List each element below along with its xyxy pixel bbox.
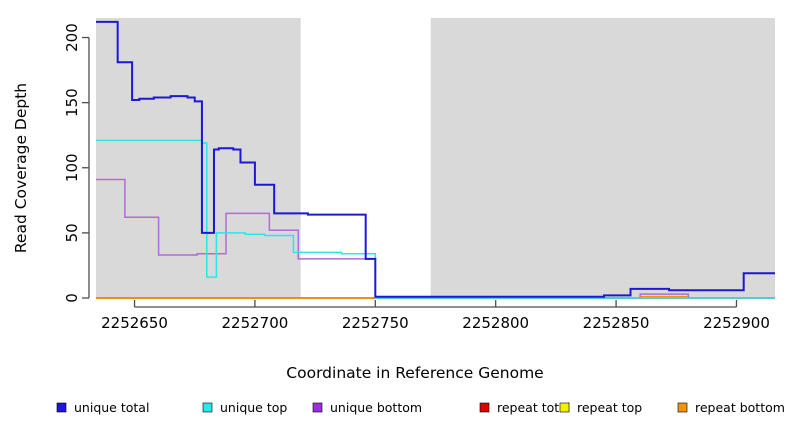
y-tick-label: 150 <box>63 88 81 117</box>
shaded-regions-group <box>96 18 775 298</box>
shaded-region <box>96 18 301 298</box>
legend-swatch <box>312 402 323 413</box>
legend-label: repeat total <box>497 400 570 415</box>
x-tick-labels: 2252650 2252700 2252750 2252800 2252850 22529… <box>101 314 770 332</box>
legend-swatch <box>677 402 688 413</box>
series-line-unique-total <box>96 20 775 298</box>
x-tick-label: 2252800 <box>462 314 529 332</box>
series-group <box>96 20 775 299</box>
y-tick-labels: 0 50 100 150 200 <box>63 23 81 303</box>
y-tick-label: 0 <box>63 293 81 303</box>
x-tick-label: 2252850 <box>583 314 650 332</box>
legend-swatch <box>56 402 67 413</box>
y-tick-label: 100 <box>63 153 81 182</box>
legend-label: repeat top <box>577 400 642 415</box>
y-axis-title: Read Coverage Depth <box>12 83 30 253</box>
x-tick-label: 2252700 <box>222 314 289 332</box>
y-tick-label: 200 <box>63 23 81 52</box>
legend-label: unique top <box>220 400 287 415</box>
x-tick-label: 2252750 <box>342 314 409 332</box>
x-axis-title: Coordinate in Reference Genome <box>286 364 543 382</box>
legend-swatch <box>202 402 213 413</box>
legend: unique total unique top unique bottom repea… <box>56 400 785 415</box>
legend-swatch <box>559 402 570 413</box>
shaded-region <box>430 18 775 298</box>
x-tick-label: 2252900 <box>703 314 770 332</box>
y-tick-label: 50 <box>63 223 81 242</box>
legend-label: unique total <box>74 400 149 415</box>
axis-group <box>82 36 738 308</box>
legend-label: unique bottom <box>330 400 422 415</box>
legend-swatch <box>479 402 490 413</box>
legend-label: repeat bottom <box>695 400 785 415</box>
x-tick-label: 2252650 <box>101 314 168 332</box>
